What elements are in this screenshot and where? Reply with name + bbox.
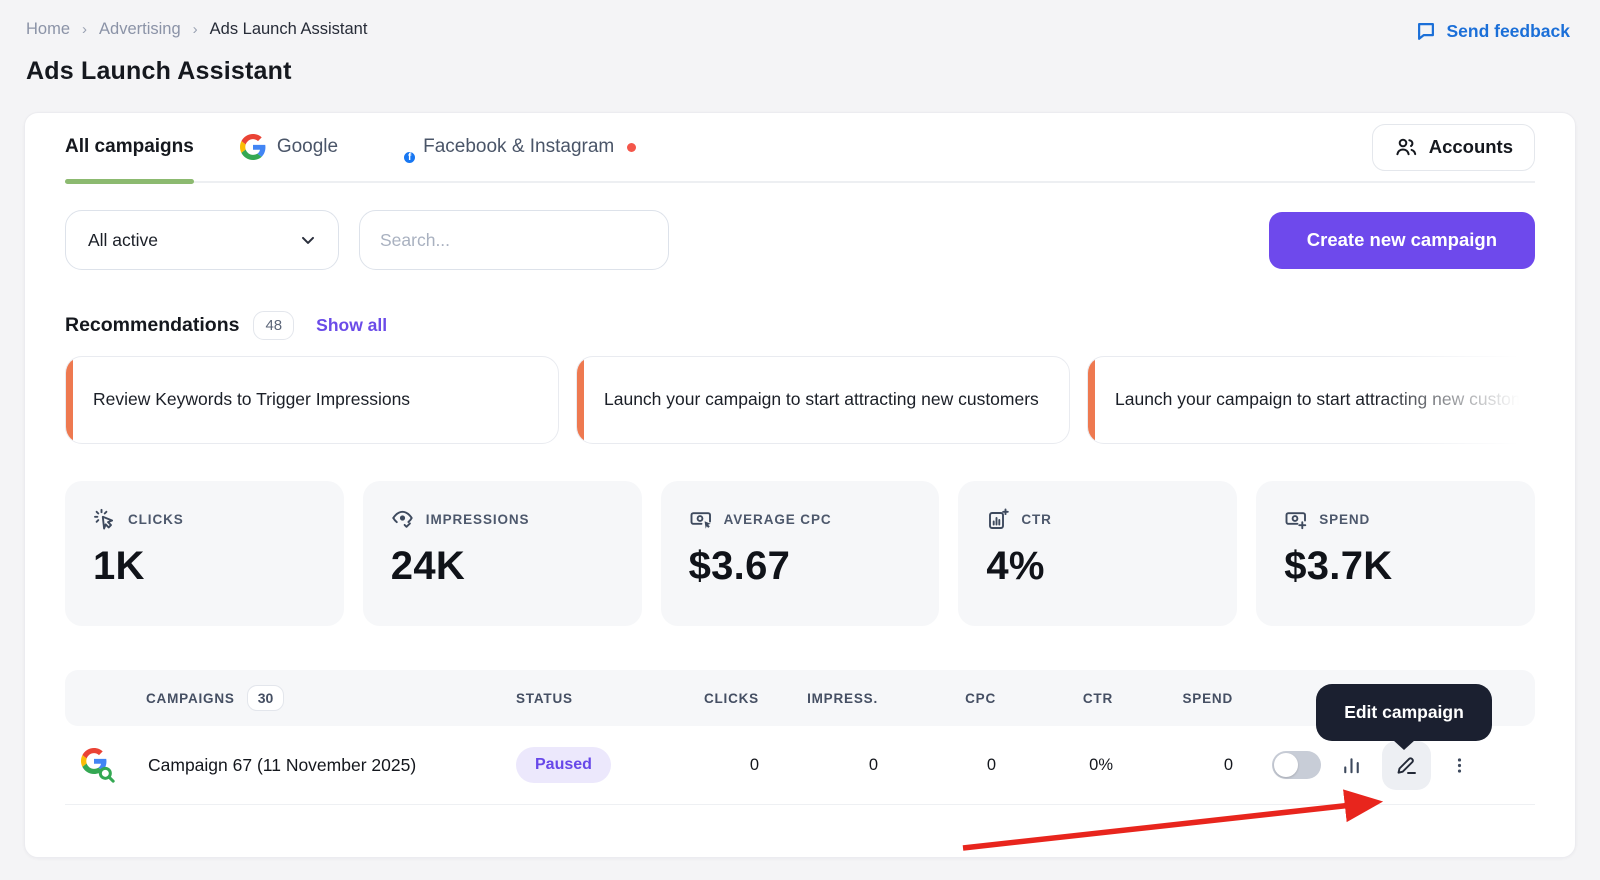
recommendation-card[interactable]: Review Keywords to Trigger Impressions <box>65 356 559 444</box>
tabs-bar: All campaigns Google f Facebook & Instag… <box>65 113 1535 184</box>
stat-label: SPEND <box>1319 511 1371 527</box>
google-logo-icon <box>239 134 266 160</box>
tab-all-campaigns[interactable]: All campaigns <box>65 113 194 184</box>
send-feedback-label: Send feedback <box>1446 20 1570 41</box>
stat-value: $3.7K <box>1284 544 1393 588</box>
page-header: Home › Advertising › Ads Launch Assistan… <box>0 0 1600 86</box>
stats-row: CLICKS 1K IMPRESSIONS 24K <box>65 481 1535 626</box>
stat-card-spend: SPEND $3.7K <box>1256 481 1535 626</box>
campaign-name: Campaign 67 (11 November 2025) <box>148 754 417 775</box>
campaign-row[interactable]: Campaign 67 (11 November 2025) Paused 0 … <box>65 726 1535 805</box>
stat-card-clicks: CLICKS 1K <box>65 481 344 626</box>
recommendation-card[interactable]: Launch your campaign to start attracting… <box>576 356 1070 444</box>
status-filter-value: All active <box>88 229 159 250</box>
recommendation-text: Review Keywords to Trigger Impressions <box>93 389 411 410</box>
column-spend: SPEND <box>1182 690 1233 706</box>
page-title: Ads Launch Assistant <box>26 57 292 85</box>
stat-label: AVERAGE CPC <box>723 511 832 527</box>
eye-check-icon <box>392 510 413 528</box>
column-campaigns: CAMPAIGNS <box>146 690 235 706</box>
instagram-facebook-icon: f <box>384 133 418 165</box>
tab-google[interactable]: Google <box>239 113 339 181</box>
accounts-button-label: Accounts <box>1428 136 1513 157</box>
column-cpc: CPC <box>965 690 996 706</box>
chevron-down-icon <box>298 230 318 250</box>
search-input[interactable] <box>359 210 669 270</box>
recommendations-header: Recommendations 48 Show all <box>65 311 1535 340</box>
google-ads-search-icon <box>81 748 115 783</box>
recommendations-title: Recommendations <box>65 314 240 336</box>
tab-google-label: Google <box>276 136 339 157</box>
recommendation-text: Launch your campaign to start attracting… <box>604 389 1039 410</box>
breadcrumb-home[interactable]: Home <box>26 20 71 38</box>
recommendation-text: Launch your campaign to start attracting… <box>1115 389 1550 410</box>
breadcrumb-advertising[interactable]: Advertising <box>99 20 181 38</box>
cell-ctr: 0% <box>1089 755 1113 774</box>
breadcrumb: Home › Advertising › Ads Launch Assistan… <box>26 20 1574 39</box>
cursor-click-icon <box>94 508 114 530</box>
accounts-button[interactable]: Accounts <box>1371 123 1535 171</box>
feedback-bubble-icon <box>1415 20 1437 42</box>
column-ctr: CTR <box>1082 690 1113 706</box>
campaigns-count-badge: 30 <box>246 685 285 711</box>
main-panel: All campaigns Google f Facebook & Instag… <box>24 112 1576 858</box>
filters-row: All active Create new campaign <box>65 210 1535 270</box>
stat-card-average-cpc: AVERAGE CPC $3.67 <box>660 481 940 626</box>
send-feedback-link[interactable]: Send feedback <box>1415 20 1570 42</box>
stat-card-impressions: IMPRESSIONS 24K <box>362 481 642 626</box>
show-all-link[interactable]: Show all <box>316 315 388 335</box>
status-filter-dropdown[interactable]: All active <box>65 210 339 270</box>
tab-facebook-instagram-label: Facebook & Instagram <box>423 136 615 157</box>
bar-chart-icon <box>1344 757 1359 773</box>
stat-value: 1K <box>93 544 145 588</box>
tooltip-label: Edit campaign <box>1344 702 1464 722</box>
recommendation-card[interactable]: Launch your campaign to start attracting… <box>1087 356 1575 444</box>
status-badge: Paused <box>516 747 611 783</box>
kebab-menu-icon <box>1457 757 1462 773</box>
cell-cpc: 0 <box>986 755 996 774</box>
tab-all-campaigns-label: All campaigns <box>65 136 194 157</box>
notification-dot <box>627 142 637 152</box>
stat-value: 24K <box>390 544 466 588</box>
campaign-enable-toggle[interactable] <box>1272 751 1321 779</box>
campaigns-table-header: CAMPAIGNS 30 STATUS CLICKS IMPRESS. CPC … <box>65 670 1535 726</box>
column-impressions: IMPRESS. <box>807 690 878 706</box>
stat-value: $3.67 <box>688 544 791 588</box>
column-status: STATUS <box>516 690 573 706</box>
tab-facebook-instagram[interactable]: f Facebook & Instagram <box>384 113 637 181</box>
cell-impressions: 0 <box>868 755 878 774</box>
edit-campaign-tooltip: Edit campaign <box>1316 684 1492 741</box>
breadcrumb-chevron-icon: › <box>192 21 198 38</box>
stat-value: 4% <box>986 544 1045 588</box>
breadcrumb-chevron-icon: › <box>82 21 88 38</box>
recommendations-count-badge: 48 <box>253 311 295 340</box>
cell-spend: 0 <box>1223 755 1233 774</box>
column-clicks: CLICKS <box>703 690 759 706</box>
statistics-button[interactable] <box>1340 754 1363 777</box>
users-icon <box>1394 135 1418 159</box>
cell-clicks: 0 <box>749 755 759 774</box>
stat-card-ctr: CTR 4% <box>958 481 1238 626</box>
pencil-icon <box>1397 757 1416 774</box>
breadcrumb-current: Ads Launch Assistant <box>209 20 368 38</box>
stat-label: CLICKS <box>128 511 184 527</box>
recommendations-carousel: Review Keywords to Trigger Impressions L… <box>65 356 1575 444</box>
stat-label: IMPRESSIONS <box>425 511 530 527</box>
stat-label: CTR <box>1021 511 1052 527</box>
more-options-button[interactable] <box>1450 756 1469 775</box>
money-cursor-icon <box>690 512 711 529</box>
bar-chart-plus-icon <box>989 508 1010 529</box>
money-plus-icon <box>1285 512 1307 530</box>
row-actions <box>1233 740 1535 790</box>
create-new-campaign-button[interactable]: Create new campaign <box>1268 211 1535 269</box>
